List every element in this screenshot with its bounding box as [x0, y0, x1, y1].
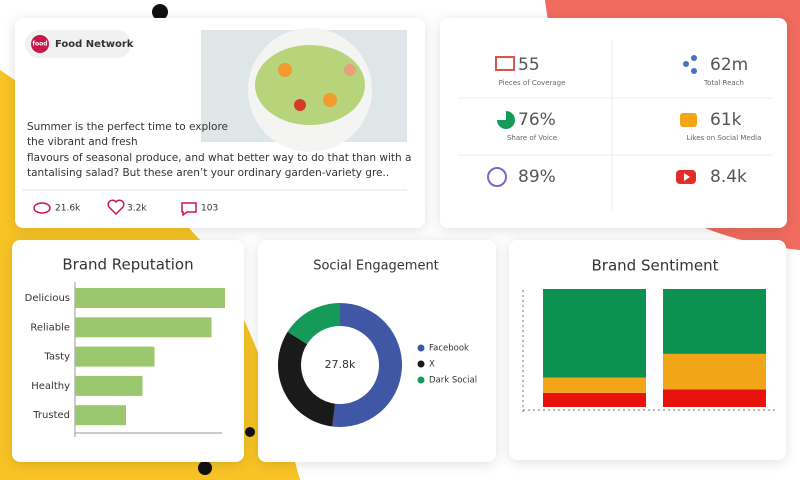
post-text: the vibrant and fresh — [27, 136, 138, 148]
post-text: tantalising salad? But these aren’t your… — [27, 167, 389, 179]
image-detail — [344, 64, 356, 76]
y-tick-label: Delicious — [25, 293, 70, 304]
donut-center-label: 27.8k — [325, 358, 356, 371]
brand-logo — [31, 35, 49, 53]
stat-value: 55 — [518, 55, 540, 75]
donut-segment — [277, 331, 336, 427]
donut-segment — [287, 303, 340, 345]
image-detail — [278, 63, 292, 77]
legend-label: X — [429, 360, 435, 370]
legend-label: Dark Social — [429, 376, 477, 386]
likes-icon — [107, 199, 125, 216]
stacked-bar-segment — [543, 289, 646, 378]
y-tick-label: Trusted — [32, 410, 70, 421]
stat-value: 89% — [518, 167, 556, 187]
reach-icon — [691, 68, 697, 74]
views-icon — [33, 202, 51, 214]
chart-title: Social Engagement — [313, 259, 439, 274]
stats-card — [440, 18, 787, 228]
decor — [245, 427, 255, 437]
stat-label: Share of Voice — [507, 134, 557, 142]
comments-count: 103 — [201, 204, 218, 214]
chart-title: Brand Sentiment — [592, 257, 719, 275]
bar — [75, 288, 225, 308]
voice-icon — [497, 111, 515, 129]
stat-value: 76% — [518, 110, 556, 130]
likes-social-icon — [680, 113, 697, 127]
legend-marker — [417, 360, 425, 368]
y-tick-label: Reliable — [30, 322, 70, 333]
stacked-bar-segment — [663, 353, 766, 390]
stat-label: Pieces of Coverage — [499, 79, 566, 87]
stat-value: 8.4k — [710, 167, 747, 187]
brand-logo-text: food — [32, 41, 47, 48]
decor — [198, 461, 212, 475]
image-detail — [323, 93, 337, 107]
reach-icon — [683, 61, 689, 67]
legend-label: Facebook — [429, 344, 469, 354]
chart-title: Brand Reputation — [62, 256, 193, 274]
image-salad — [255, 45, 365, 125]
legend-marker — [417, 376, 425, 384]
stat-label: Likes on Social Media — [687, 134, 762, 142]
stacked-bar-segment — [663, 289, 766, 354]
y-tick-label: Healthy — [31, 381, 70, 392]
brand-name: Food Network — [55, 39, 134, 50]
views-count: 21.6k — [55, 204, 81, 214]
bar — [75, 375, 143, 396]
bar — [75, 317, 212, 338]
post-text: Summer is the perfect time to explore — [27, 121, 228, 133]
stacked-bar-segment — [663, 389, 766, 407]
reach-icon — [691, 55, 697, 61]
post-text: flavours of seasonal produce, and what b… — [27, 152, 411, 164]
stat-value: 61k — [710, 110, 742, 130]
brand-pill — [25, 30, 131, 58]
donut-segment — [332, 303, 403, 427]
likes-count: 3.2k — [127, 204, 147, 214]
stacked-bar-segment — [543, 377, 646, 393]
legend-marker — [417, 344, 425, 352]
coverage-icon — [495, 56, 515, 71]
image-detail — [294, 99, 306, 111]
stat-label: Total Reach — [703, 79, 744, 87]
y-tick-label: Tasty — [43, 352, 70, 363]
comments-icon — [181, 202, 197, 217]
youtube-icon — [684, 173, 690, 181]
stat-value: 62m — [710, 55, 748, 75]
bar — [75, 405, 126, 426]
decor — [152, 4, 168, 20]
stacked-bar-segment — [543, 392, 646, 407]
sentiment-icon — [487, 167, 507, 187]
bar — [75, 346, 155, 367]
